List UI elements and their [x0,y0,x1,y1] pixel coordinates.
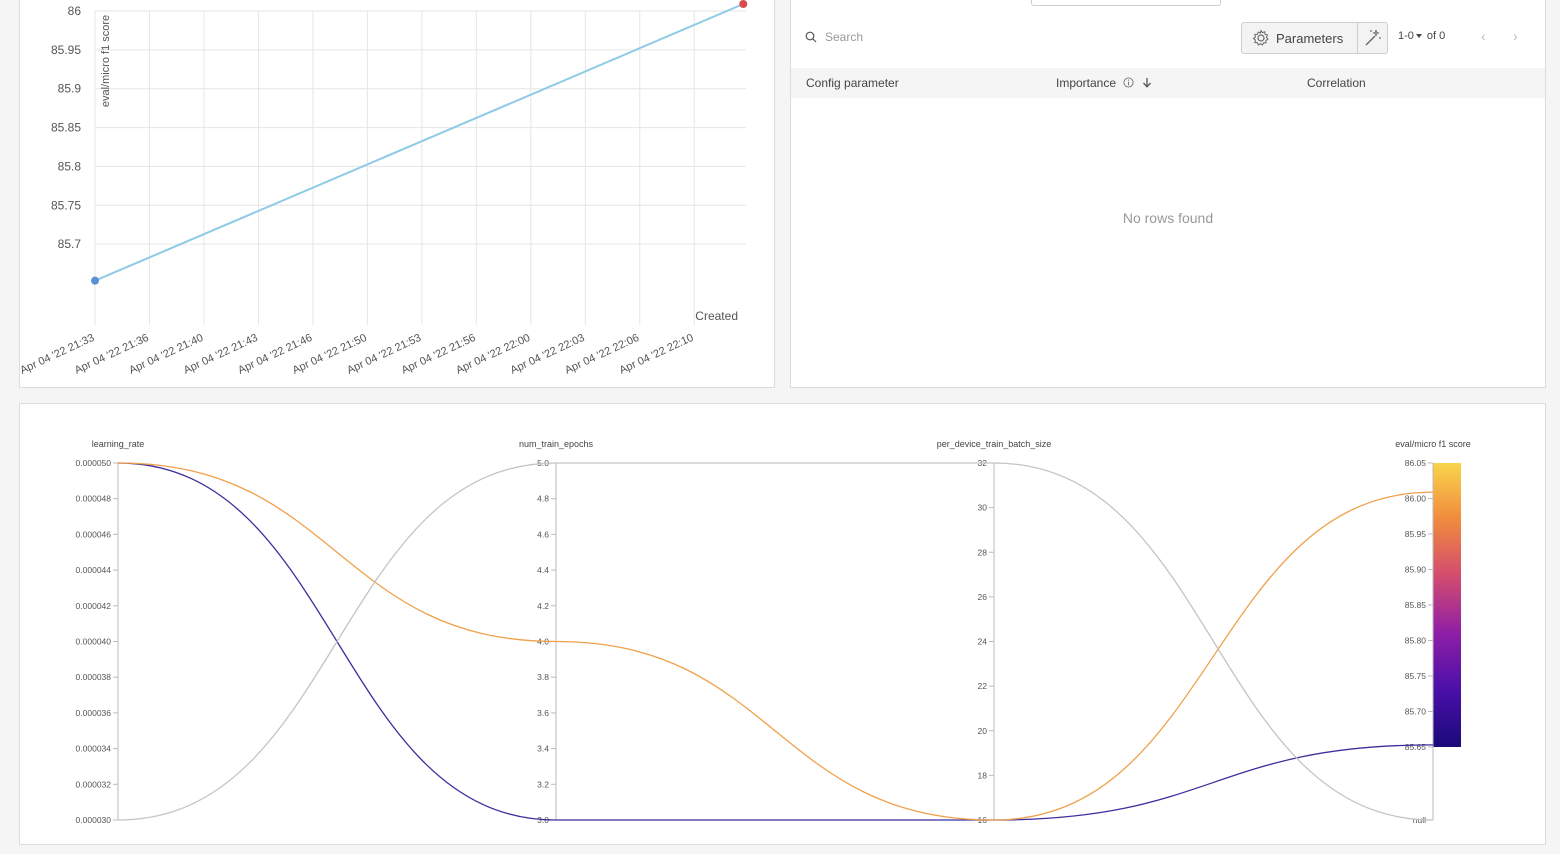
data-point [91,276,99,285]
axis-tick-label: 0.000032 [76,779,112,789]
pagination-range[interactable]: 1-0 [1398,30,1414,42]
y-tick-label: 85.95 [51,43,81,57]
axis-tick-label: 18 [978,770,988,780]
axis-tick-label: 20 [978,726,988,736]
axis-tick-label: 4.4 [537,565,549,575]
column-importance[interactable]: Importance [1056,76,1152,90]
caret-down-icon[interactable] [1415,33,1423,39]
axis-tick-label: 0.000038 [76,672,112,682]
metric-select[interactable] [1031,0,1221,6]
sort-down-icon [1142,78,1151,88]
next-page-button[interactable]: › [1513,28,1518,44]
parameters-button[interactable]: Parameters [1242,23,1358,53]
prev-page-button[interactable]: ‹ [1481,28,1486,44]
axis-tick-label: 3.8 [537,672,549,682]
axis-tick-label: 0.000040 [76,637,112,647]
axis-tick-label: 0.000044 [76,565,112,575]
axis-tick-label: 0.000050 [76,458,112,468]
run-line [117,462,1434,821]
axis-tick-label: 85.75 [1405,671,1427,681]
axis-tick-label: 85.70 [1405,707,1427,717]
axis-tick-label: 0.000034 [76,744,112,754]
axis-tick-label: 24 [978,637,988,647]
y-tick-label: 85.7 [58,237,82,251]
magic-wand-button[interactable] [1358,23,1387,53]
x-axis-label: Created [695,309,738,323]
column-config-parameter[interactable]: Config parameter [806,76,899,90]
axis-title: learning_rate [92,439,145,449]
axis-tick-label: 0.000046 [76,529,112,539]
parallel-coordinates-chart: learning_rate 0.000050 0.000048 0.000046 0.0… [76,439,1471,825]
axis-tick-label: 4.2 [537,601,549,611]
axis-title: per_device_train_batch_size [937,439,1052,449]
info-icon [1123,77,1134,88]
series-line [94,3,744,282]
empty-table-message: No rows found [1122,210,1214,226]
axis-tick-label: 30 [978,503,988,513]
color-scale-bar [1433,463,1461,747]
y-axis-label: eval/micro f1 score [100,15,112,107]
axis-tick-label: 4.6 [537,529,549,539]
data-point [739,0,748,9]
axis-tick-label: 85.65 [1405,742,1427,752]
axis-tick-label: 85.80 [1405,636,1427,646]
column-correlation[interactable]: Correlation [1307,76,1366,90]
axis-tick-label: 0.000030 [76,815,112,825]
y-tick-label: 86 [68,4,82,18]
axis-tick-label: 4.8 [537,494,549,504]
axis-tick-label: 22 [978,681,988,691]
parameters-label: Parameters [1276,30,1344,46]
axis-tick-label: 85.95 [1405,529,1427,539]
axis-tick-label: 3.2 [537,779,549,789]
axis-tick-label: 86.05 [1405,458,1427,468]
column-importance-label: Importance [1056,76,1117,90]
axis-tick-label: 26 [978,592,988,602]
importance-controls: Parameters 1-0 of 0 ‹ › [801,20,1545,54]
axis-tick-label: 0.000036 [76,708,112,718]
magic-wand-icon [1365,29,1381,46]
search-input[interactable] [823,29,1027,45]
gear-icon [1252,29,1269,46]
pagination-total: of 0 [1426,30,1446,42]
axis-tick-label: 85.90 [1405,565,1427,575]
run-line [117,462,1434,821]
axis-tick-label: 0.000042 [76,601,112,611]
parallel-coordinates-panel: learning_rate 0.000050 0.000048 0.000046 0.0… [19,403,1546,845]
y-tick-label: 85.85 [51,121,81,135]
axis-tick-label: 85.85 [1405,600,1427,610]
scatter-plot-panel: 86 85.95 85.9 85.85 85.8 85.75 85.7 Apr 04 '22 … [18,0,775,388]
y-tick-label: 85.9 [58,82,82,96]
axis-title: eval/micro f1 score [1395,439,1471,449]
y-tick-label: 85.75 [51,198,81,212]
search-box[interactable] [805,27,1027,47]
parameters-button-group: Parameters [1241,22,1388,54]
axis-title: num_train_epochs [519,439,594,449]
parameter-importance-panel: Parameters 1-0 of 0 ‹ › Config parameter… [790,0,1546,388]
y-tick-label: 85.8 [58,159,82,173]
axis-tick-label: 3.4 [537,744,549,754]
search-icon [805,31,817,43]
axis-tick-label: 0.000048 [76,494,112,504]
table-header: Config parameter Importance Correlation [791,68,1545,98]
axis-tick-label: 86.00 [1405,494,1427,504]
run-line [117,462,1434,821]
axis-tick-label: 3.6 [537,708,549,718]
pagination: 1-0 of 0 [1398,30,1445,42]
axis-tick-label: 28 [978,547,988,557]
